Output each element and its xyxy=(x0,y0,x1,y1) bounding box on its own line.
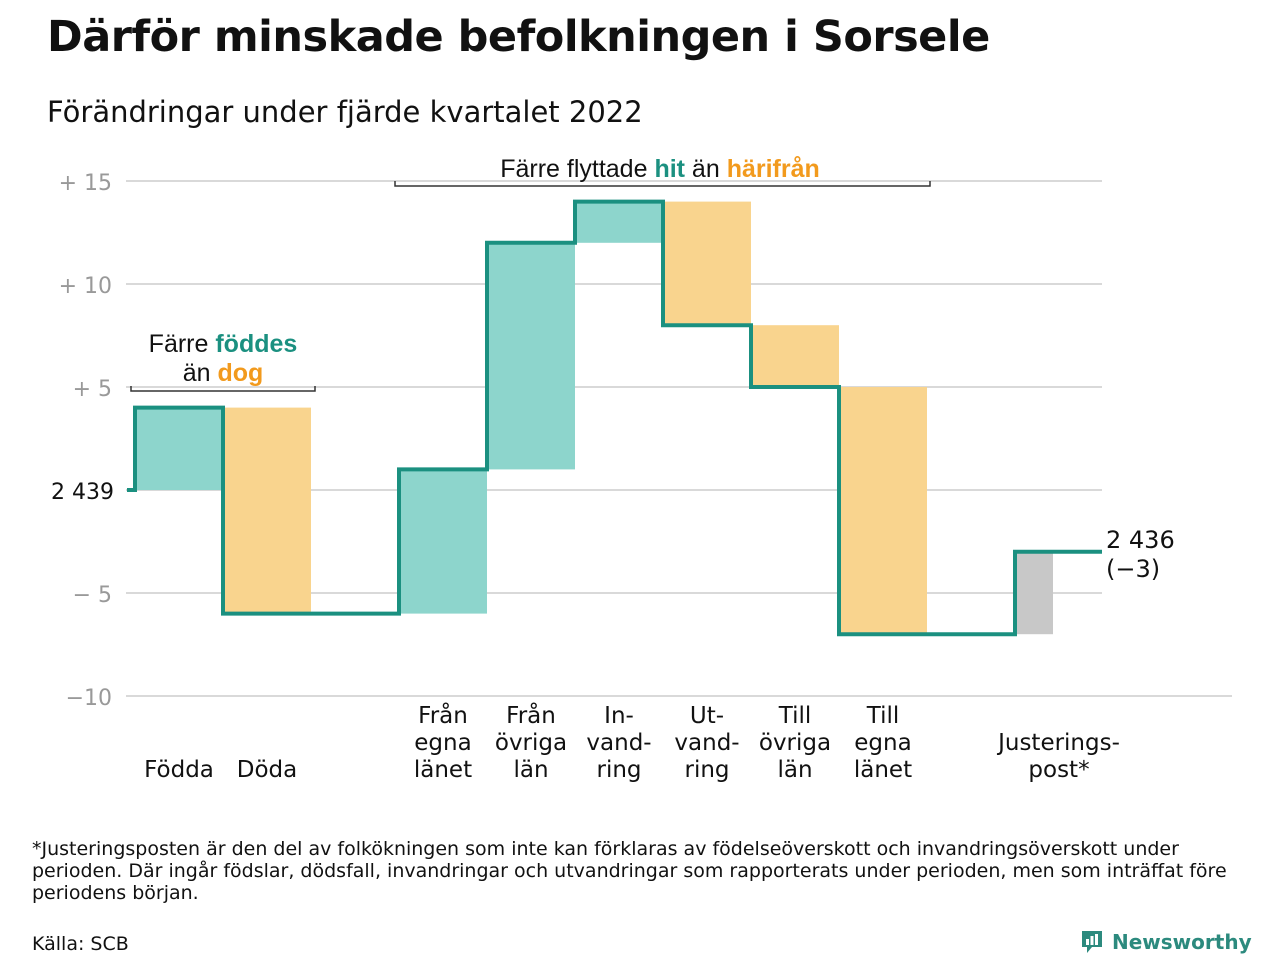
x-tick-label: länet xyxy=(414,757,472,783)
footnote: *Justeringsposten är den del av folkökni… xyxy=(32,838,1227,904)
bar xyxy=(135,407,223,490)
x-tick-label: Ut- xyxy=(690,703,724,729)
x-tick-label: Födda xyxy=(144,757,214,783)
chart-subtitle: Förändringar under fjärde kvartalet 2022 xyxy=(47,95,643,129)
x-tick-label: egna xyxy=(414,730,471,756)
x-tick-label: övriga xyxy=(759,730,831,756)
annotation-part: Färre xyxy=(149,330,216,358)
y-tick-label: −10 xyxy=(66,686,112,711)
x-tick-label: län xyxy=(777,757,812,783)
bars xyxy=(135,201,1053,635)
annotation-part: Färre flyttade xyxy=(500,155,654,183)
x-tick-label: post* xyxy=(1028,757,1089,783)
annotation-bracket xyxy=(130,386,316,392)
x-tick-label: vand- xyxy=(586,730,651,756)
x-tick-label: Till xyxy=(778,703,812,729)
newsworthy-icon xyxy=(1082,931,1102,953)
annotation-text: Färre flyttade hit än härifrån xyxy=(500,155,820,183)
bar xyxy=(751,325,839,387)
bar xyxy=(487,242,575,470)
x-tick-label: Justerings- xyxy=(996,730,1120,756)
end-labels: 2 436(−3) xyxy=(1106,526,1175,583)
bar xyxy=(223,407,311,614)
bar xyxy=(1015,551,1053,635)
logo-text: Newsworthy xyxy=(1112,930,1252,954)
x-tick-label: län xyxy=(513,757,548,783)
source-label: Källa: SCB xyxy=(32,933,129,955)
bar xyxy=(663,201,751,326)
x-tick-label: In- xyxy=(604,703,634,729)
waterfall-chart: + 15+ 10+ 52 439− 5−10 Födda DödaFrånegna… xyxy=(51,155,1232,783)
y-axis-ticks: + 15 + 10 + 5 2 439 − 5 −10 xyxy=(51,171,114,711)
x-tick-label: länet xyxy=(854,757,912,783)
newsworthy-logo[interactable]: Newsworthy xyxy=(1080,928,1252,956)
x-tick-label: Döda xyxy=(237,757,297,783)
annotation-text: än dog xyxy=(183,359,264,387)
annotation-part: än xyxy=(183,359,218,387)
annotation-part: härifrån xyxy=(727,155,820,183)
bar xyxy=(839,387,927,635)
x-axis-labels: Födda DödaFrånegnalänetFrånövrigalänIn-va… xyxy=(144,701,1120,783)
bar xyxy=(399,469,487,614)
annotation-part: hit xyxy=(654,155,685,183)
x-tick-label: ring xyxy=(684,757,729,783)
annotation-bracket xyxy=(394,181,931,187)
annotation-text: Färre föddes xyxy=(149,330,298,358)
y-tick-label: + 5 xyxy=(73,377,112,402)
end-value-label: 2 436 xyxy=(1106,526,1175,554)
annotation-part: föddes xyxy=(215,330,297,358)
running-total-line xyxy=(127,199,1102,637)
x-tick-label: Från xyxy=(506,701,556,729)
y-tick-label: − 5 xyxy=(73,583,112,608)
chart-title: Därför minskade befolkningen i Sorsele xyxy=(47,12,990,62)
x-tick-label: Till xyxy=(866,703,900,729)
step-line xyxy=(127,199,1102,637)
x-tick-label: ring xyxy=(596,757,641,783)
x-tick-label: vand- xyxy=(674,730,739,756)
y-tick-label: + 15 xyxy=(59,171,112,196)
annotation-part: dog xyxy=(217,359,263,387)
x-tick-label: övriga xyxy=(495,730,567,756)
x-tick-label: egna xyxy=(854,730,911,756)
end-change-label: (−3) xyxy=(1106,555,1160,583)
y-tick-label: + 10 xyxy=(59,274,112,299)
annotation-part: än xyxy=(685,155,727,183)
x-tick-label: Från xyxy=(418,701,468,729)
bar xyxy=(575,201,663,243)
start-value-label: 2 439 xyxy=(51,480,114,505)
